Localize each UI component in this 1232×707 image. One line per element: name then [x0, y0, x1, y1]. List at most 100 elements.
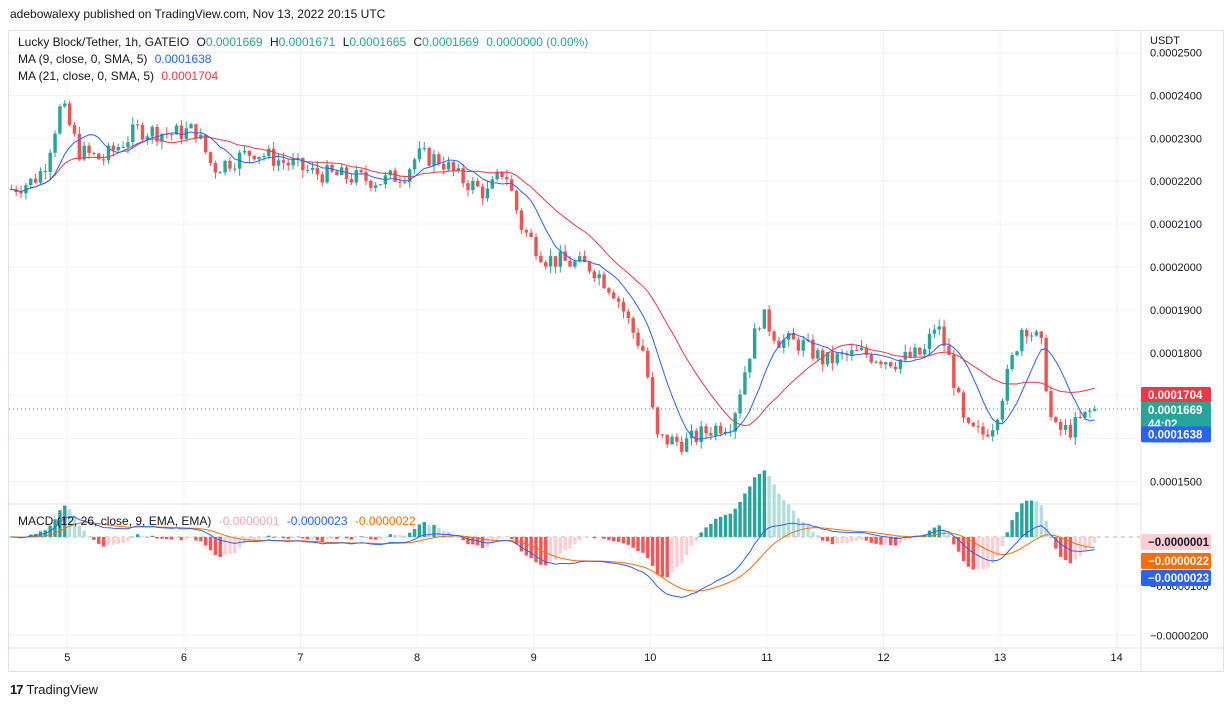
candle-body [684, 438, 689, 452]
macd-histogram-bar [947, 533, 951, 537]
macd-histogram-bar [738, 501, 742, 537]
candle-body [898, 359, 903, 370]
candle-body [480, 186, 485, 199]
candle-body [155, 126, 159, 142]
macd-histogram-bar [514, 536, 519, 545]
candle-body [43, 171, 48, 173]
macd-histogram-bar [626, 536, 631, 545]
chart-frame [8, 30, 1224, 672]
macd-histogram-bar [665, 536, 669, 578]
candle-body [291, 160, 295, 166]
candle-body [403, 181, 407, 183]
candle-body [1044, 337, 1048, 392]
macd-histogram-bar [602, 536, 606, 539]
candle-body [597, 274, 601, 279]
candle-body [437, 154, 441, 164]
candle-body [937, 326, 941, 330]
candle-body [825, 352, 830, 365]
candle-body [918, 347, 922, 355]
candle-body [884, 362, 888, 365]
ma21-legend[interactable]: MA (21, close, 0, SMA, 5) 0.0001704 [18, 69, 222, 83]
candle-body [378, 184, 383, 186]
candle-body [607, 288, 611, 293]
candle-body [563, 251, 567, 261]
macd-histogram-bar [830, 536, 835, 545]
candle-body [981, 426, 985, 435]
last-price-badge[interactable] [1141, 402, 1211, 433]
macd-histogram-bar [811, 532, 815, 537]
macd-histogram-bar [859, 536, 864, 540]
candle-body [966, 417, 971, 423]
macd-histogram-bar [820, 536, 825, 541]
candle-body [650, 377, 655, 408]
macd-histogram-bar [869, 536, 873, 543]
macd-histogram-bar [1020, 503, 1024, 537]
macd-histogram-bar [106, 536, 111, 545]
macd-histogram-bar [208, 536, 213, 551]
price-tick-label: 0.0001900 [1150, 305, 1202, 317]
macd-histogram-bar [388, 534, 392, 537]
macd-histogram-bar [213, 536, 218, 555]
macd-signal-badge[interactable] [1141, 553, 1211, 569]
macd-legend[interactable]: MACD (12, 26, close, 9, EMA, EMA) -0.000… [18, 514, 420, 528]
macd-histogram-bar [816, 535, 820, 537]
macd-histogram-bar [510, 536, 514, 539]
candle-body [213, 162, 218, 173]
ma9-badge-text: 0.0001638 [1148, 429, 1203, 441]
candle-body [456, 168, 460, 171]
close-label: C [413, 35, 423, 49]
macd-histogram-bar [228, 536, 232, 555]
candle-body [602, 274, 606, 289]
time-tick-label: 13 [994, 652, 1006, 664]
macd-histogram-bar [320, 536, 324, 543]
candle-body [816, 350, 820, 359]
candle-body [612, 292, 616, 299]
macd-histogram-bar [854, 536, 859, 541]
candle-body [194, 124, 198, 139]
macd-histogram-bar [393, 534, 397, 537]
price-tick-label: 0.0001500 [1150, 477, 1202, 489]
macd-histogram-bar [53, 519, 57, 537]
macd-tick-label: −0.0000200 [1150, 630, 1208, 642]
ma9-badge[interactable] [1141, 426, 1211, 443]
macd-hist-badge[interactable] [1141, 534, 1211, 550]
candle-body [427, 148, 431, 166]
macd-histogram-bar [131, 536, 135, 538]
macd-histogram-bar [777, 493, 781, 537]
macd-histogram-bar [135, 534, 140, 537]
macd-histogram-bar [519, 536, 524, 552]
tradingview-footer[interactable]: 17 TradingView [10, 682, 98, 697]
macd-histogram-bar [752, 477, 757, 537]
macd-histogram-bar [952, 536, 956, 545]
candle-body [1054, 417, 1058, 422]
candle-body [913, 347, 917, 357]
ma9-legend[interactable]: MA (9, close, 0, SMA, 5) 0.0001638 [18, 52, 215, 66]
candle-body [393, 170, 397, 182]
candle-body [422, 148, 426, 150]
macd-line-badge[interactable] [1141, 570, 1211, 586]
candle-body [772, 331, 776, 341]
candle-body [519, 210, 524, 231]
price-tick-label: 0.0002000 [1150, 262, 1202, 274]
macd-histogram-bar [63, 505, 67, 537]
candle-body [1005, 369, 1009, 401]
macd-histogram-bar [77, 526, 82, 537]
candle-body [242, 150, 247, 153]
candle-body [364, 172, 368, 181]
candle-body [500, 171, 504, 177]
macd-histogram-bar [150, 535, 154, 537]
candle-body [670, 436, 674, 445]
candle-body [344, 167, 349, 179]
ma21-badge[interactable] [1141, 387, 1211, 404]
candle-body [82, 145, 86, 160]
macd-histogram-bar [840, 536, 844, 544]
macd-histogram-bar [582, 536, 587, 538]
candle-body [514, 190, 519, 211]
macd-histogram-bar [563, 536, 567, 551]
candle-body [636, 332, 640, 346]
candle-body [442, 163, 446, 170]
candle-body [621, 301, 626, 312]
candle-body [752, 328, 757, 359]
macd-histogram-bar [233, 536, 237, 553]
